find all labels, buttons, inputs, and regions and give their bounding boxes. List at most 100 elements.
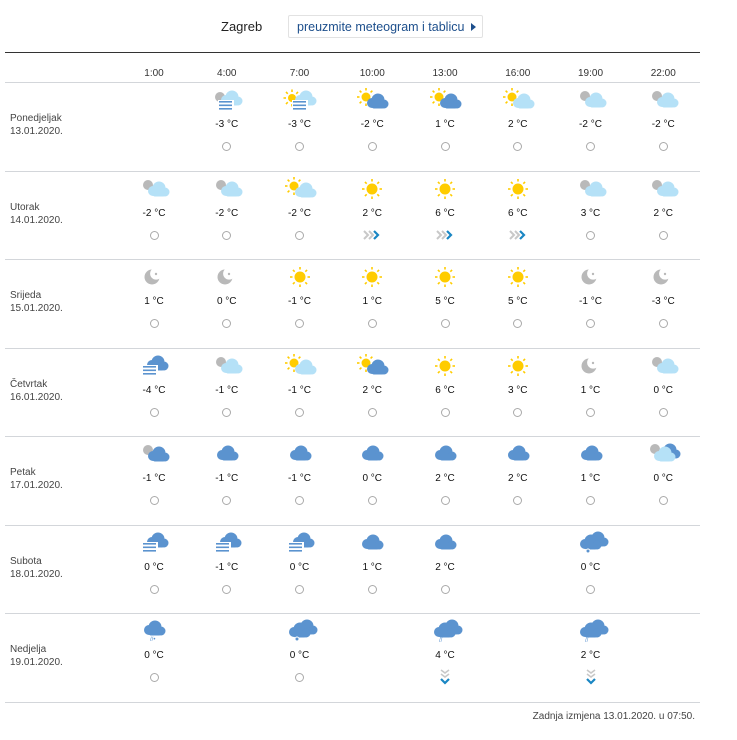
- wind-indicator: [627, 492, 699, 505]
- day-date: 15.01.2020.: [10, 303, 63, 314]
- moon-cloud-light-icon: [652, 356, 679, 373]
- calm-wind-icon: [513, 142, 523, 151]
- day-name: Nedjelja: [10, 644, 47, 655]
- double-cloud-snow-icon: [579, 531, 608, 553]
- temperature: 3 °C: [507, 384, 528, 396]
- calm-wind-icon: [149, 584, 159, 594]
- fog-icon: [142, 355, 169, 376]
- day-name: Četvrtak: [10, 378, 48, 390]
- wind-indicator: [555, 404, 627, 417]
- wind-indicator: [264, 138, 336, 151]
- wind-indicator: [555, 492, 627, 505]
- time-header: 10:00: [359, 68, 385, 79]
- wind-indicator: [482, 227, 554, 240]
- wind-indicator: [264, 492, 336, 505]
- calm-wind-icon: [513, 496, 523, 505]
- calm-wind-icon: [367, 319, 377, 328]
- wind-indicator: [555, 581, 627, 594]
- divider: [5, 171, 700, 172]
- calm-wind-icon: [586, 407, 595, 417]
- wind-indicator: [118, 315, 190, 328]
- temperature: 0 °C: [653, 473, 674, 484]
- temperature: -3 °C: [288, 119, 311, 130]
- download-label: preuzmite meteogram i tablicu: [297, 19, 465, 34]
- wind-indicator: [264, 581, 336, 594]
- svg-text://: //: [439, 638, 443, 644]
- svg-text://•: //•: [150, 637, 155, 643]
- time-header: 4:00: [217, 68, 237, 79]
- calm-wind-icon: [222, 319, 232, 328]
- moon-cloud-light-icon: [579, 91, 606, 108]
- wind-indicator: [555, 138, 627, 151]
- calm-wind-icon: [295, 584, 304, 594]
- day-date: 14.01.2020.: [10, 214, 63, 226]
- moon-icon: [581, 267, 599, 285]
- double-cloud-snow-icon: [288, 619, 317, 642]
- wind-indicator: [191, 581, 263, 594]
- day-name: Ponedjeljak: [10, 113, 62, 124]
- wind-indicator: [482, 315, 554, 328]
- sun-cloud-dark-icon: [430, 88, 462, 109]
- cloud-icon: [507, 445, 530, 461]
- fog-icon: [214, 532, 242, 553]
- time-header: 7:00: [289, 68, 310, 79]
- calm-wind-icon: [295, 673, 304, 682]
- calm-wind-icon: [222, 230, 232, 240]
- wind-indicator: [336, 315, 408, 328]
- wind-indicator: [409, 227, 481, 240]
- wind-indicator: [336, 138, 408, 151]
- moon-icon: [144, 267, 163, 285]
- calm-wind-icon: [222, 142, 232, 151]
- day-date: 13.01.2020.: [10, 126, 63, 137]
- temperature: -1 °C: [288, 473, 311, 484]
- cloud-sleet-icon: //•: [144, 620, 166, 643]
- fog-icon: [142, 532, 169, 553]
- day-label: Utorak 14.01.2020.: [10, 201, 63, 227]
- day-date: 19.01.2020.: [10, 657, 63, 668]
- calm-wind-icon: [295, 319, 304, 328]
- wind-indicator: [409, 581, 481, 594]
- wind-indicator: [555, 669, 627, 685]
- day-date: 18.01.2020.: [10, 568, 63, 580]
- day-label: Srijeda 15.01.2020.: [10, 289, 63, 315]
- day-name: Petak: [10, 467, 36, 478]
- temperature: 0 °C: [289, 561, 310, 573]
- fog-moon-icon: [214, 90, 243, 110]
- moon-icon: [217, 267, 235, 285]
- calm-wind-icon: [295, 230, 304, 240]
- moon-cloud-light-icon: [143, 179, 170, 196]
- cloud-icon: [580, 445, 602, 461]
- calm-wind-icon: [440, 407, 450, 417]
- cloud-icon: [435, 534, 457, 549]
- calm-wind-icon: [440, 584, 450, 594]
- wind-indicator: [118, 581, 190, 594]
- calm-wind-icon: [367, 496, 377, 505]
- moon-cloud-light-icon: [215, 179, 243, 196]
- moon-cloud-dark-icon: [143, 445, 170, 462]
- temperature: 2 °C: [580, 650, 601, 661]
- calm-wind-icon: [440, 142, 450, 151]
- calm-wind-icon: [367, 407, 377, 417]
- divider: [5, 82, 700, 83]
- wind-east-arrow-icon: [509, 229, 526, 240]
- temperature: -1 °C: [288, 296, 311, 307]
- wind-indicator: [336, 492, 408, 505]
- wind-indicator: [191, 404, 263, 417]
- day-name: Subota: [10, 555, 42, 567]
- temperature: 2 °C: [653, 207, 674, 219]
- calm-wind-icon: [149, 673, 159, 682]
- wind-indicator: [118, 404, 190, 417]
- temperature: -1 °C: [142, 473, 166, 484]
- wind-indicator: [627, 315, 699, 328]
- day-date: 17.01.2020.: [10, 480, 63, 491]
- temperature: 6 °C: [507, 207, 528, 219]
- temperature: 6 °C: [435, 384, 455, 396]
- temperature: -1 °C: [288, 384, 311, 396]
- temperature: 2 °C: [435, 561, 455, 573]
- download-meteogram-button[interactable]: preuzmite meteogram i tablicu: [288, 15, 483, 38]
- calm-wind-icon: [440, 319, 450, 328]
- temperature: 1 °C: [435, 119, 455, 130]
- wind-indicator: [191, 492, 263, 505]
- calm-wind-icon: [513, 319, 523, 328]
